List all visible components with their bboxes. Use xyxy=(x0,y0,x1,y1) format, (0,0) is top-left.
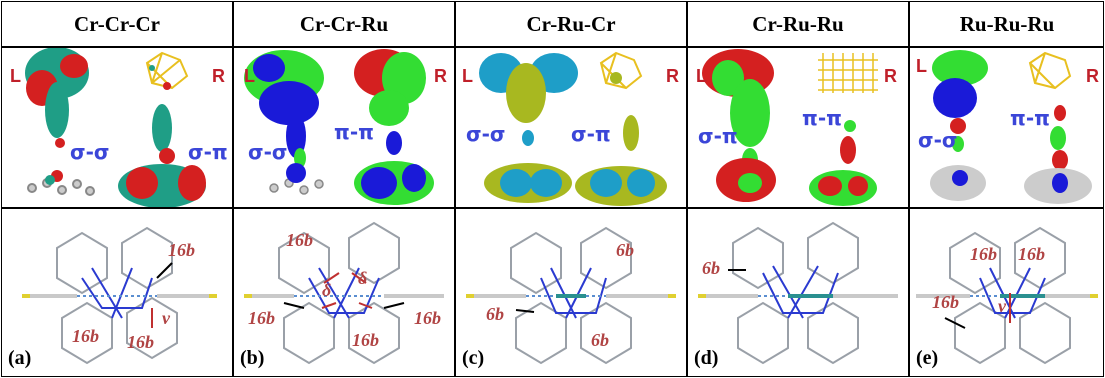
orbital-panel: L R σ-σ π-π xyxy=(910,48,1104,207)
structure-label: 16b xyxy=(352,330,379,350)
orbital-panel: L R σ-π π-π xyxy=(688,48,908,207)
orbital-isosurface-image xyxy=(702,49,878,206)
column-header: Ru-Ru-Ru xyxy=(959,11,1055,36)
right-electrode-label: R xyxy=(434,66,447,86)
panel-letter: (d) xyxy=(694,347,719,369)
left-electrode-label: L xyxy=(244,66,255,86)
molecular-structure-image xyxy=(698,221,898,365)
symmetry-label-left: σ-σ xyxy=(70,140,110,164)
structure-label: 16b xyxy=(168,240,195,260)
structure-label: 16b xyxy=(72,326,99,346)
structure-panel: 16b 16b 16b ν (e) xyxy=(910,208,1104,378)
structure-label: 16b xyxy=(248,308,275,328)
column-cr-cr-cr: Cr-Cr-Cr L R σ-σ σ-π xyxy=(2,2,232,376)
orbital-isosurface-image xyxy=(244,49,434,205)
orbital-panel: L R σ-σ σ-π xyxy=(2,48,232,207)
structure-label: 16b xyxy=(414,308,441,328)
panel-letter: (a) xyxy=(8,347,32,369)
left-electrode-label: L xyxy=(10,66,21,86)
divider xyxy=(2,207,1103,209)
orbital-isosurface-image xyxy=(479,51,667,206)
orbital-panel: L R σ-σ π-π xyxy=(234,48,454,207)
column-header: Cr-Ru-Ru xyxy=(752,11,844,36)
symmetry-label-left: σ-σ xyxy=(918,128,958,152)
structure-label: δ xyxy=(322,280,332,300)
structure-label: 16b xyxy=(286,230,313,250)
structure-label: ν xyxy=(162,308,170,328)
structure-panel: 16b 16b 16b ν (a) xyxy=(2,208,232,378)
orbital-isosurface-image xyxy=(25,48,206,207)
structure-label: 6b xyxy=(591,330,609,350)
structure-panel: 6b (d) xyxy=(688,208,908,378)
column-ru-ru-ru: Ru-Ru-Ru L R σ-σ π-π xyxy=(910,2,1104,376)
structure-label: 16b xyxy=(932,292,959,312)
symmetry-label-right: π-π xyxy=(802,106,842,130)
divider xyxy=(2,46,1103,48)
left-electrode-label: L xyxy=(916,56,927,76)
structure-panel: 6b 6b 6b (c) xyxy=(456,208,686,378)
structure-label: δ xyxy=(358,268,368,288)
molecular-structure-image xyxy=(916,226,1098,365)
right-electrode-label: R xyxy=(212,66,225,86)
column-cr-ru-cr: Cr-Ru-Cr L R σ-σ σ-π xyxy=(456,2,686,376)
symmetry-label-left: σ-σ xyxy=(248,140,288,164)
orbital-panel: L R σ-σ σ-π xyxy=(456,48,686,207)
right-electrode-label: R xyxy=(884,66,897,86)
symmetry-label-right: π-π xyxy=(334,120,374,144)
molecular-structure-image xyxy=(244,221,444,365)
structure-label: ν xyxy=(998,296,1006,316)
structure-label: 6b xyxy=(486,304,504,324)
divider xyxy=(686,2,688,376)
molecular-structure-image xyxy=(466,226,676,365)
panel-letter: (c) xyxy=(462,347,485,369)
column-header: Cr-Cr-Cr xyxy=(74,11,160,36)
panel-letter: (b) xyxy=(240,347,265,369)
divider xyxy=(232,2,234,376)
symmetry-label-left: σ-σ xyxy=(466,122,506,146)
structure-label: 6b xyxy=(616,240,634,260)
structure-label: 16b xyxy=(1018,244,1045,264)
divider xyxy=(908,2,910,376)
right-electrode-label: R xyxy=(666,66,679,86)
orbital-isosurface-image xyxy=(930,50,1092,204)
structure-panel: 16b 16b 16b 16b δ δ (b) xyxy=(234,208,454,378)
structure-label: 6b xyxy=(702,258,720,278)
column-cr-cr-ru: Cr-Cr-Ru L R σ-σ π-π xyxy=(234,2,454,376)
symmetry-label-right: π-π xyxy=(1010,106,1050,130)
symmetry-label-right: σ-π xyxy=(571,122,611,146)
molecular-structure-image xyxy=(22,226,217,365)
symmetry-label-right: σ-π xyxy=(188,140,228,164)
column-cr-ru-ru: Cr-Ru-Ru L R σ-π π-π xyxy=(688,2,908,376)
divider xyxy=(454,2,456,376)
left-electrode-label: L xyxy=(462,66,473,86)
structure-label: 16b xyxy=(970,244,997,264)
symmetry-label-left: σ-π xyxy=(698,124,738,148)
left-electrode-label: L xyxy=(696,66,707,86)
column-header: Cr-Ru-Cr xyxy=(526,11,616,36)
column-header: Cr-Cr-Ru xyxy=(299,11,389,36)
right-electrode-label: R xyxy=(1086,66,1099,86)
panel-letter: (e) xyxy=(916,347,939,369)
structure-label: 16b xyxy=(127,332,154,352)
